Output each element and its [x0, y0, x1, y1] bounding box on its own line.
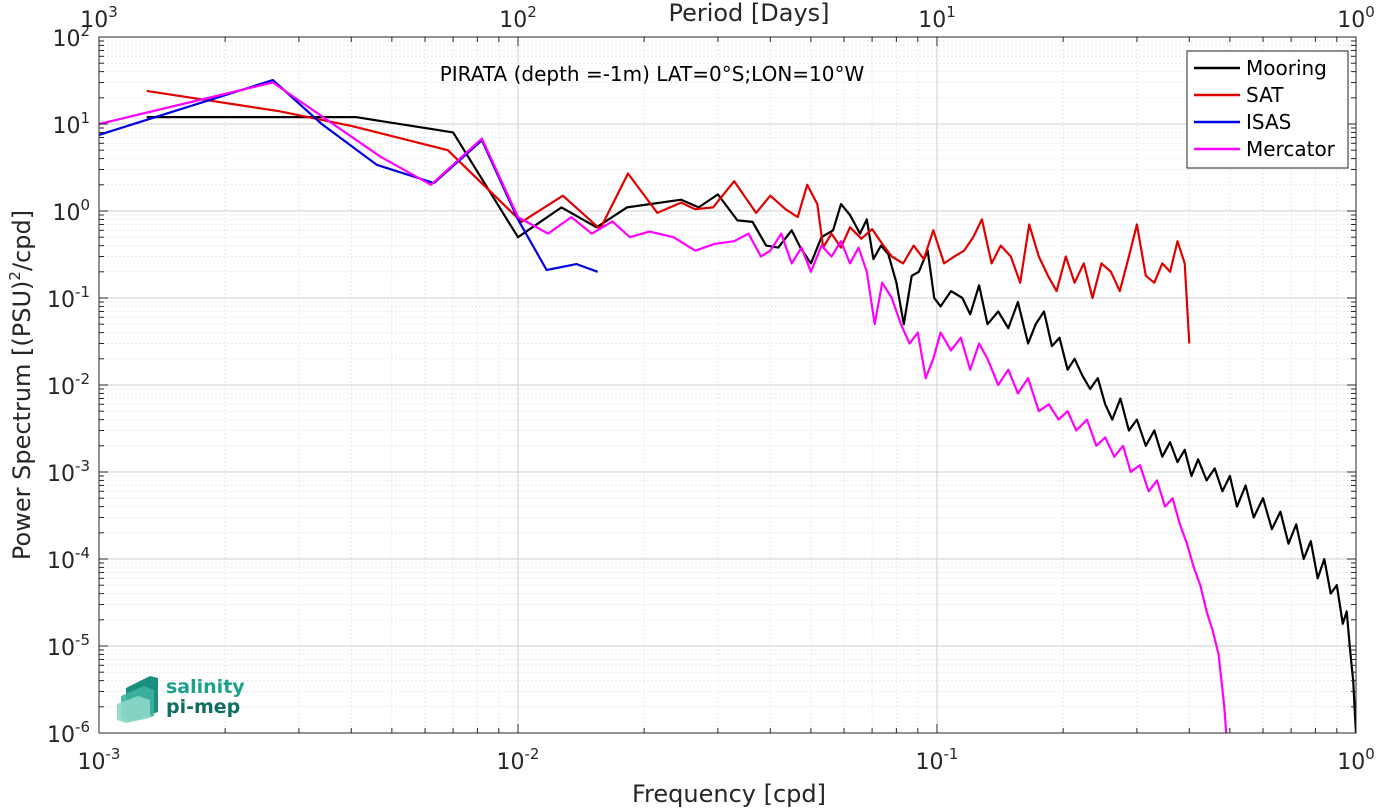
legend-label-isas: ISAS — [1246, 110, 1291, 134]
grid-lines — [99, 37, 1356, 733]
top-tick-label: 101 — [918, 3, 956, 33]
x-axis-label: Frequency [cpd] — [632, 780, 826, 808]
y-tick-label: 10-1 — [47, 283, 90, 313]
series-line-sat — [146, 89, 1191, 344]
y-axis-label-sup: 2 — [6, 271, 24, 281]
x-tick-label: 10-1 — [916, 745, 959, 775]
y-axis-label-tail: /cpd] — [8, 210, 36, 271]
series-line-mooring — [146, 115, 1356, 733]
logo-waves-icon — [117, 676, 158, 723]
axis-ticks — [98, 36, 1357, 734]
legend-label-sat: SAT — [1246, 83, 1284, 107]
y-tick-label: 10-6 — [47, 718, 90, 748]
top-tick-label: 100 — [1337, 3, 1375, 33]
legend-label-mercator: Mercator — [1246, 137, 1336, 161]
y-tick-label: 10-3 — [47, 457, 90, 487]
y-tick-label: 10-4 — [47, 544, 90, 574]
x-tick-label: 10-3 — [78, 745, 121, 775]
top-tick-label: 102 — [499, 3, 537, 33]
y-axis-label-main: Power Spectrum [(PSU) — [8, 281, 36, 560]
legend-label-mooring: Mooring — [1246, 56, 1327, 80]
y-axis-label: Power Spectrum [(PSU)2/cpd] — [6, 210, 36, 560]
legend: Mooring SAT ISAS Mercator — [1186, 50, 1349, 169]
logo-text-line1: salinity — [166, 676, 245, 698]
y-tick-label: 10-5 — [47, 631, 90, 661]
chart-title: PIRATA (depth =-1m) LAT=0°S;LON=10°W — [440, 62, 865, 86]
top-axis-label: Period [Days] — [668, 0, 829, 27]
y-tick-label: 101 — [52, 109, 90, 139]
x-tick-label: 100 — [1337, 745, 1375, 775]
y-tick-label: 10-2 — [47, 370, 90, 400]
top-tick-label: 103 — [80, 3, 118, 33]
series-line-mercator — [99, 81, 1228, 733]
y-tick-label: 102 — [52, 22, 90, 52]
x-tick-label: 10-2 — [497, 745, 540, 775]
salinity-pi-mep-logo: salinity pi-mep — [117, 676, 245, 723]
y-tick-label: 100 — [52, 196, 90, 226]
logo-text-line2: pi-mep — [166, 696, 240, 718]
plot-area — [98, 36, 1357, 734]
series-layer — [99, 78, 1356, 733]
